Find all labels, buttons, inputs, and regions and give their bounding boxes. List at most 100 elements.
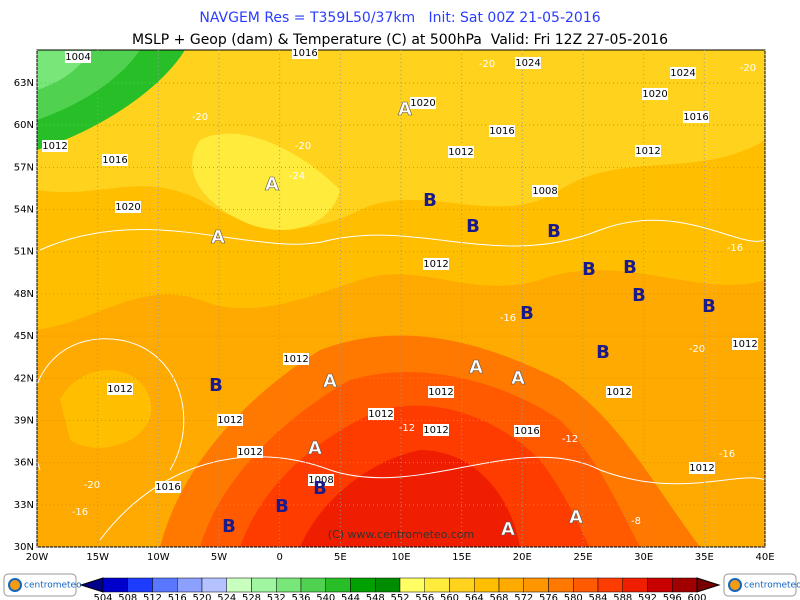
colorbar-box <box>127 577 153 593</box>
logo: centrometeo <box>24 581 82 591</box>
lat-label: 33N <box>14 500 34 511</box>
field-band <box>300 450 520 547</box>
isobar-label-bg <box>642 88 668 100</box>
isobar-label: 1024 <box>515 58 540 69</box>
isobar-label-bg <box>368 408 394 420</box>
lat-label: 57N <box>14 162 34 173</box>
isobar-label: 1012 <box>428 387 453 398</box>
isobar-label-bg <box>489 125 515 137</box>
colorbar-label: 576 <box>539 593 558 600</box>
logo-icon <box>728 578 742 592</box>
colorbar-label: 540 <box>316 593 335 600</box>
isobar-label: 1012 <box>423 259 448 270</box>
isobar-label: 1024 <box>670 68 695 79</box>
colorbar-box <box>523 577 549 593</box>
colorbar-box <box>251 577 277 593</box>
colorbar-label: 596 <box>663 593 682 600</box>
colorbar-label: 504 <box>93 593 112 600</box>
colorbar-label: 580 <box>564 593 583 600</box>
lon-label: 10E <box>391 552 410 563</box>
isobar-label-bg <box>237 446 263 458</box>
colorbar-label: 520 <box>192 593 211 600</box>
lat-label: 45N <box>14 331 34 342</box>
temperature-label: -16 <box>727 243 743 254</box>
isobar-label-bg <box>102 154 128 166</box>
colorbar-label: 572 <box>514 593 533 600</box>
isobar-label-bg <box>683 111 709 123</box>
lon-label: 35E <box>695 552 714 563</box>
lat-label: 60N <box>14 120 34 131</box>
colorbar-box <box>226 577 252 593</box>
colorbar-label: 532 <box>267 593 286 600</box>
isobar <box>99 456 765 541</box>
isobar-label: 1012 <box>732 339 757 350</box>
low-marker: B <box>582 259 596 280</box>
isobar-label-bg <box>635 145 661 157</box>
colorbar-box <box>350 577 376 593</box>
isobar-label-bg <box>217 414 243 426</box>
colorbar-box <box>375 577 401 593</box>
high-marker: A <box>398 99 412 120</box>
isobar-label: 1012 <box>635 146 660 157</box>
low-marker: B <box>209 375 223 396</box>
isobar-label-bg <box>532 185 558 197</box>
temperature-label: -20 <box>740 63 756 74</box>
isobar-label: 1020 <box>642 89 667 100</box>
isobar-label-bg <box>606 386 632 398</box>
colorbar-label: 508 <box>118 593 137 600</box>
logo-icon <box>8 578 22 592</box>
isobar-label: 1012 <box>283 354 308 365</box>
temperature-label: -12 <box>399 423 415 434</box>
header-line2: MSLP + Geop (dam) & Temperature (C) at 5… <box>132 32 668 48</box>
low-marker: B <box>632 285 646 306</box>
logo-box <box>723 573 797 597</box>
colorbar-label: 584 <box>588 593 607 600</box>
colorbar-box <box>597 577 623 593</box>
lon-label: 5W <box>211 552 227 563</box>
low-marker: B <box>702 296 716 317</box>
isobar-label-bg <box>42 140 68 152</box>
temperature-label: -12 <box>562 434 578 445</box>
field <box>37 50 765 547</box>
isobar-label: 1012 <box>237 447 262 458</box>
temperature-label: -16 <box>719 449 735 460</box>
isobar-label: 1016 <box>102 155 127 166</box>
colorbar-box <box>474 577 500 593</box>
isobar-label-bg <box>732 338 758 350</box>
isobar-label: 1016 <box>489 126 514 137</box>
isobar-label-bg <box>107 383 133 395</box>
isobar-label-bg <box>292 47 318 59</box>
lon-label: 25E <box>573 552 592 563</box>
isobar-label-bg <box>423 424 449 436</box>
isobar-label: 1012 <box>448 147 473 158</box>
lat-label: 30N <box>14 542 34 553</box>
isobar-label-bg <box>670 67 696 79</box>
high-marker: A <box>511 368 525 389</box>
low-marker: B <box>466 216 480 237</box>
colorbar-box <box>449 577 475 593</box>
low-marker: B <box>623 257 637 278</box>
lon-label: 5E <box>334 552 347 563</box>
low-marker: B <box>547 221 561 242</box>
lat-label: 51N <box>14 247 34 258</box>
isobar-label-bg <box>308 474 334 486</box>
isobar-label-bg <box>155 481 181 493</box>
colorbar-box <box>300 577 326 593</box>
field-band <box>192 133 340 230</box>
temperature-label: -20 <box>295 141 311 152</box>
colorbar-label: 600 <box>687 593 706 600</box>
low-marker: B <box>520 303 534 324</box>
isobar-label: 1016 <box>683 112 708 123</box>
colorbar-label: 536 <box>291 593 310 600</box>
isobar-label-bg <box>428 386 454 398</box>
isobar-label-bg <box>115 201 141 213</box>
colorbar-label: 556 <box>415 593 434 600</box>
lon-label: 30E <box>634 552 653 563</box>
logo-box <box>3 573 77 597</box>
isobar-label: 1012 <box>689 463 714 474</box>
lat-label: 36N <box>14 458 34 469</box>
temperature-label: -24 <box>289 171 305 182</box>
isobar-label: 1020 <box>410 98 435 109</box>
low-marker: B <box>222 516 236 537</box>
isobar-label: 1012 <box>107 384 132 395</box>
